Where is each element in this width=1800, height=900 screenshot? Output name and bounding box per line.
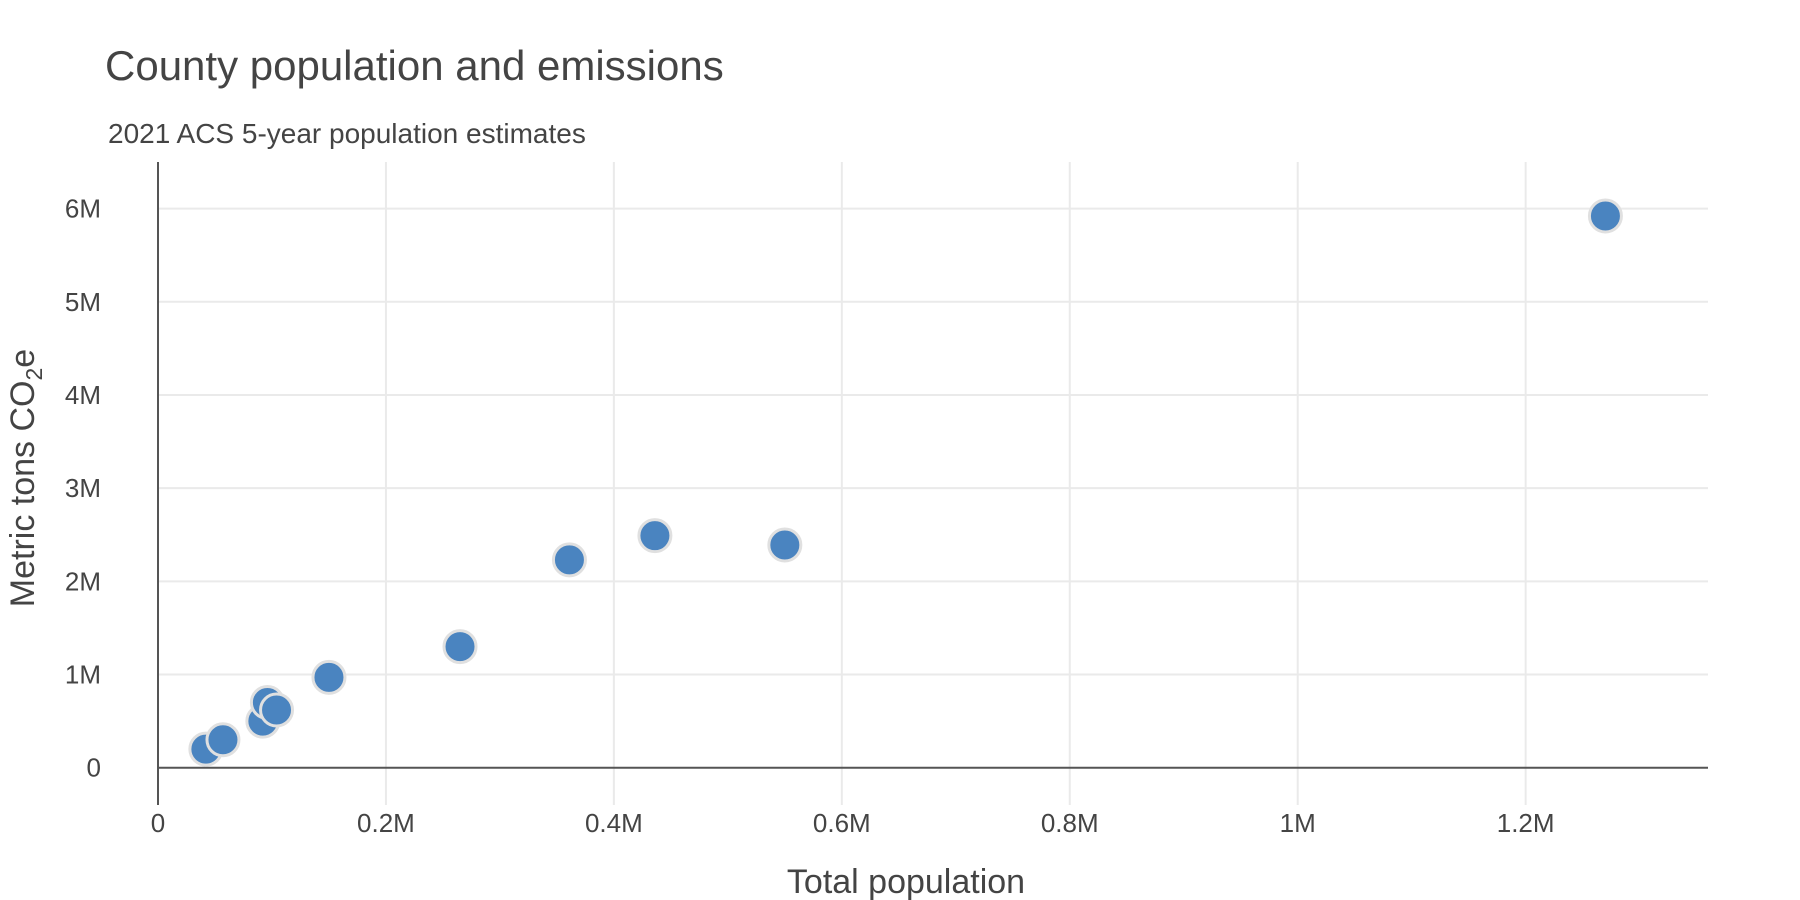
- y-tick-label: 2M: [65, 566, 101, 596]
- x-tick-label: 0.6M: [813, 808, 871, 838]
- chart-subtitle: 2021 ACS 5-year population estimates: [108, 118, 586, 149]
- tick-labels: 0 0.2M 0.4M 0.6M 0.8M 1M 1.2M 0 1M 2M 3M 4M 5M 6M: [65, 194, 1555, 838]
- data-points: [188, 198, 1623, 767]
- y-axis-title-suffix: e: [4, 349, 42, 368]
- x-axis-title: Total population: [787, 863, 1025, 900]
- axes: [157, 162, 1708, 805]
- data-point: [442, 629, 478, 665]
- y-tick-label: 6M: [65, 194, 101, 224]
- data-point: [551, 542, 587, 578]
- y-axis-title: Metric tons CO2e: [4, 349, 47, 607]
- data-point: [1587, 198, 1623, 234]
- x-tick-label: 0.8M: [1041, 808, 1099, 838]
- y-tick-label: 4M: [65, 380, 101, 410]
- x-tick-label: 1.2M: [1497, 808, 1555, 838]
- y-axis-title-subscript: 2: [21, 368, 47, 381]
- y-tick-label: 1M: [65, 660, 101, 690]
- x-tick-label: 0.4M: [585, 808, 643, 838]
- y-axis-title-main: Metric tons CO: [4, 381, 42, 608]
- data-point: [637, 518, 673, 554]
- y-tick-label: 5M: [65, 287, 101, 317]
- y-tick-label: 3M: [65, 473, 101, 503]
- x-tick-label: 1M: [1280, 808, 1316, 838]
- data-point: [767, 527, 803, 563]
- y-tick-label: 0: [87, 753, 101, 783]
- data-point: [259, 692, 295, 728]
- x-tick-label: 0: [151, 808, 165, 838]
- x-tick-label: 0.2M: [357, 808, 415, 838]
- data-point: [311, 659, 347, 695]
- grid: [158, 162, 1708, 805]
- chart-title: County population and emissions: [105, 42, 724, 89]
- data-point: [205, 722, 241, 758]
